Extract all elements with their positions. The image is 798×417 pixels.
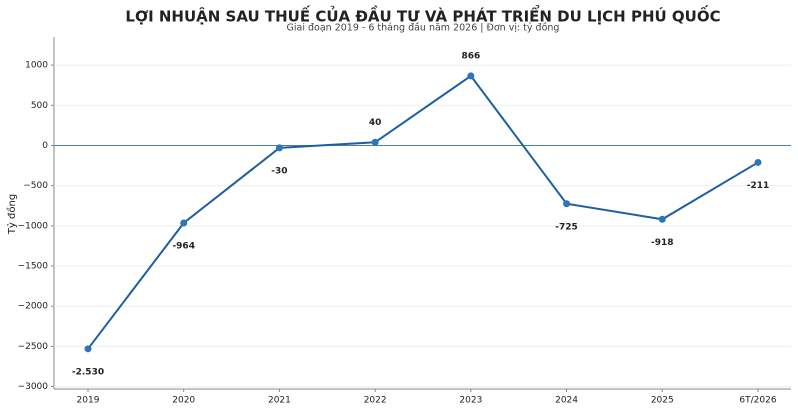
line: [87, 74, 759, 350]
y-axis-label: Tỷ đồng: [6, 194, 18, 235]
y-tick-label: 500: [31, 101, 48, 111]
y-tick-label: 0: [42, 141, 48, 151]
data-label: -725: [555, 222, 578, 232]
point: [180, 219, 188, 227]
x-tick-label: 2023: [459, 396, 482, 406]
data-label: -211: [747, 181, 770, 191]
point: [467, 72, 475, 80]
data-label: 40: [369, 118, 382, 128]
y-tick-label: −500: [23, 181, 48, 191]
y-tick-label: −2000: [18, 302, 49, 312]
y-tick-label: −1500: [18, 262, 49, 272]
point: [275, 144, 283, 152]
point: [84, 345, 92, 353]
y-tick-label: 1000: [25, 61, 48, 71]
data-label: -30: [271, 166, 287, 176]
data-label: -918: [651, 238, 674, 248]
x-tick-label: 2019: [77, 396, 100, 406]
x-tick-label: 2021: [268, 396, 291, 406]
x-tick-label: 2025: [651, 396, 674, 406]
point: [754, 158, 762, 166]
chart-subtitle: Giai đoạn 2019 - 6 tháng đầu năm 2026 | …: [287, 23, 560, 34]
data-label: -964: [172, 241, 195, 251]
point: [563, 200, 571, 208]
point: [658, 215, 666, 223]
x-tick-label: 6T/2026: [739, 396, 776, 406]
data-label: -2.530: [72, 367, 104, 377]
point: [371, 138, 379, 146]
x-tick-label: 2024: [555, 396, 578, 406]
data-label: 866: [461, 51, 480, 61]
x-tick-label: 2020: [172, 396, 195, 406]
y-tick-label: −2500: [18, 342, 49, 352]
chart-title: LỢI NHUẬN SAU THUẾ CỦA ĐẦU TƯ VÀ PHÁT TR…: [125, 4, 720, 26]
y-tick-label: −1000: [18, 221, 49, 231]
x-tick-label: 2022: [364, 396, 387, 406]
y-tick-label: −3000: [18, 382, 49, 392]
